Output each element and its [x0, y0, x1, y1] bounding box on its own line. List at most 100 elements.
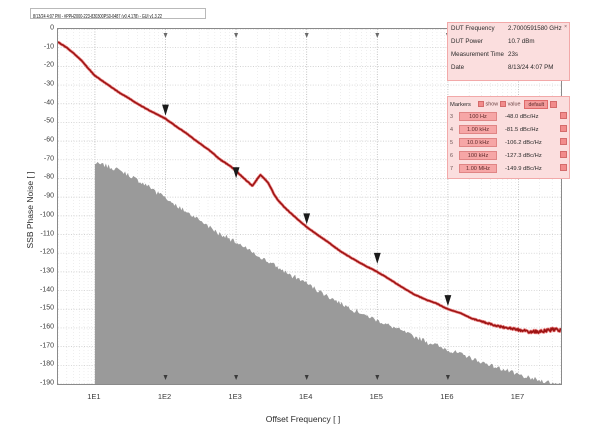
y-axis-tick-label: -170 [39, 342, 54, 350]
square-icon [560, 151, 567, 158]
marker-frequency-input[interactable]: 1.00 kHz [459, 125, 497, 134]
marker-arrow[interactable] [232, 167, 240, 179]
x-axis-title: Offset Frequency [ ] [265, 414, 341, 424]
marker-arrow[interactable] [162, 104, 169, 116]
close-icon[interactable]: × [564, 24, 567, 30]
marker-row: 5 10.0 kHz -106.2 dBc/Hz [450, 136, 567, 149]
x-axis-tick-label: 1E2 [157, 392, 172, 401]
marker-delete-button[interactable] [560, 125, 567, 134]
marker-delete-button[interactable] [560, 138, 567, 147]
markers-panel: Markers show value default 3 100 Hz -48.0 … [447, 96, 570, 179]
y-axis-title: SSB Phase Noise [ ] [25, 171, 35, 249]
dut-info-key: DUT Frequency [451, 25, 495, 32]
dut-info-key: DUT Power [451, 38, 483, 45]
marker-row: 7 1.00 MHz -149.9 dBc/Hz [450, 162, 567, 175]
phase-noise-trace [58, 41, 561, 334]
marker-arrow[interactable] [444, 295, 452, 307]
y-axis-tick-label: -140 [39, 286, 54, 294]
marker-axis-tick [234, 375, 239, 380]
y-axis-tick-label: -20 [43, 61, 54, 69]
y-axis-tick-label: -70 [43, 155, 54, 163]
square-icon [560, 164, 567, 171]
y-axis-tick-label: -130 [39, 267, 54, 275]
y-axis-tick-label: -80 [43, 173, 54, 181]
y-axis-tick-label: -100 [39, 211, 54, 219]
marker-delete-button[interactable] [560, 151, 567, 160]
y-axis-tick-label: -180 [39, 360, 54, 368]
square-icon [560, 112, 567, 119]
show-label: show [485, 101, 499, 108]
x-axis-tick-label: 1E6 [440, 392, 454, 401]
noise-floor-area [94, 161, 561, 384]
value-label: value [507, 101, 521, 108]
dut-info-row: DUT Frequency 2.7000591580 GHz [451, 25, 566, 38]
y-axis-tick-label: 0 [50, 24, 54, 32]
value-checkbox[interactable]: value [500, 101, 520, 108]
dut-info-row: Date 8/13/24 4:07 PM [451, 64, 566, 77]
marker-arrow[interactable] [373, 252, 381, 264]
marker-frequency-input[interactable]: 100 kHz [459, 151, 497, 160]
marker-arrow[interactable] [303, 213, 311, 225]
square-icon [560, 138, 567, 145]
markers-header: Markers show value default [450, 99, 567, 110]
marker-row: 3 100 Hz -48.0 dBc/Hz [450, 110, 567, 123]
dut-info-row: DUT Power 10.7 dBm [451, 38, 566, 51]
marker-index: 3 [450, 113, 453, 120]
x-axis-tick-label: 1E5 [369, 392, 383, 401]
y-axis-tick-label: -160 [39, 323, 54, 331]
y-axis-tick-label: -110 [40, 230, 55, 238]
dut-info-panel: × DUT Frequency 2.7000591580 GHz DUT Power… [447, 22, 570, 81]
y-axis-tick-label: -50 [43, 117, 54, 125]
dut-info-value: 8/13/24 4:07 PM [508, 64, 554, 71]
y-axis-tick-label: -120 [39, 248, 54, 256]
marker-frequency-input[interactable]: 100 Hz [459, 112, 497, 121]
marker-row: 6 100 kHz -127.3 dBc/Hz [450, 149, 567, 162]
x-axis-tick-label: 1E4 [299, 392, 313, 401]
marker-top-tick [163, 33, 168, 38]
marker-delete-button[interactable] [560, 112, 567, 121]
marker-frequency-input[interactable]: 1.00 MHz [459, 164, 497, 173]
y-axis-tick-label: -10 [43, 43, 54, 51]
checkbox-icon [500, 101, 507, 108]
marker-value: -127.3 dBc/Hz [505, 152, 542, 159]
marker-row: 4 1.00 kHz -81.5 dBc/Hz [450, 123, 567, 136]
x-axis-tick-label: 1E3 [228, 392, 242, 401]
default-button[interactable]: default [524, 100, 549, 109]
y-axis-tick-labels: 0 -10 -20 -30 -40 -50 -60 -70 -80 -90 -100 -110 -120… [26, 0, 54, 444]
plot-area[interactable] [57, 28, 562, 385]
marker-delete-button[interactable] [560, 164, 567, 173]
y-axis-tick-label: -90 [43, 192, 54, 200]
y-axis-tick-label: -190 [39, 379, 54, 387]
window-titlebar: 8/13/24 4:07 PM - #PPH2000-223-830300PS0… [30, 8, 206, 19]
marker-top-tick [304, 33, 309, 38]
y-axis-tick-label: -150 [39, 304, 54, 312]
x-axis-tick-label: 1E1 [87, 392, 101, 401]
square-icon [560, 125, 567, 132]
y-axis-tick-label: -30 [43, 80, 54, 88]
marker-axis-tick [163, 375, 168, 380]
dut-info-value: 2.7000591580 GHz [508, 25, 562, 32]
markers-options-button[interactable] [550, 101, 558, 108]
y-axis-tick-label: -40 [43, 99, 54, 107]
checkbox-icon [478, 101, 484, 108]
marker-axis-tick [445, 375, 450, 380]
dut-info-row: Measurement Time 23s [451, 51, 566, 64]
markers-title: Markers [450, 101, 471, 108]
dut-info-key: Measurement Time [451, 51, 504, 58]
marker-value: -106.2 dBc/Hz [505, 139, 542, 146]
window-title: 8/13/24 4:07 PM - #PPH2000-223-830300PS0… [33, 13, 163, 19]
dut-info-key: Date [451, 64, 465, 71]
marker-frequency-input[interactable]: 10.0 kHz [459, 138, 497, 147]
x-axis-tick-label: 1E7 [510, 392, 525, 401]
marker-axis-tick [375, 375, 380, 380]
marker-value: -149.9 dBc/Hz [505, 165, 542, 172]
phase-noise-plot [58, 29, 561, 384]
dut-info-value: 10.7 dBm [508, 38, 535, 45]
marker-top-tick [375, 33, 380, 38]
dut-info-value: 23s [508, 51, 518, 58]
marker-index: 6 [450, 152, 453, 159]
marker-axis-tick [304, 375, 309, 380]
show-checkbox[interactable]: show [478, 101, 498, 108]
marker-value: -81.5 dBc/Hz [505, 126, 539, 133]
